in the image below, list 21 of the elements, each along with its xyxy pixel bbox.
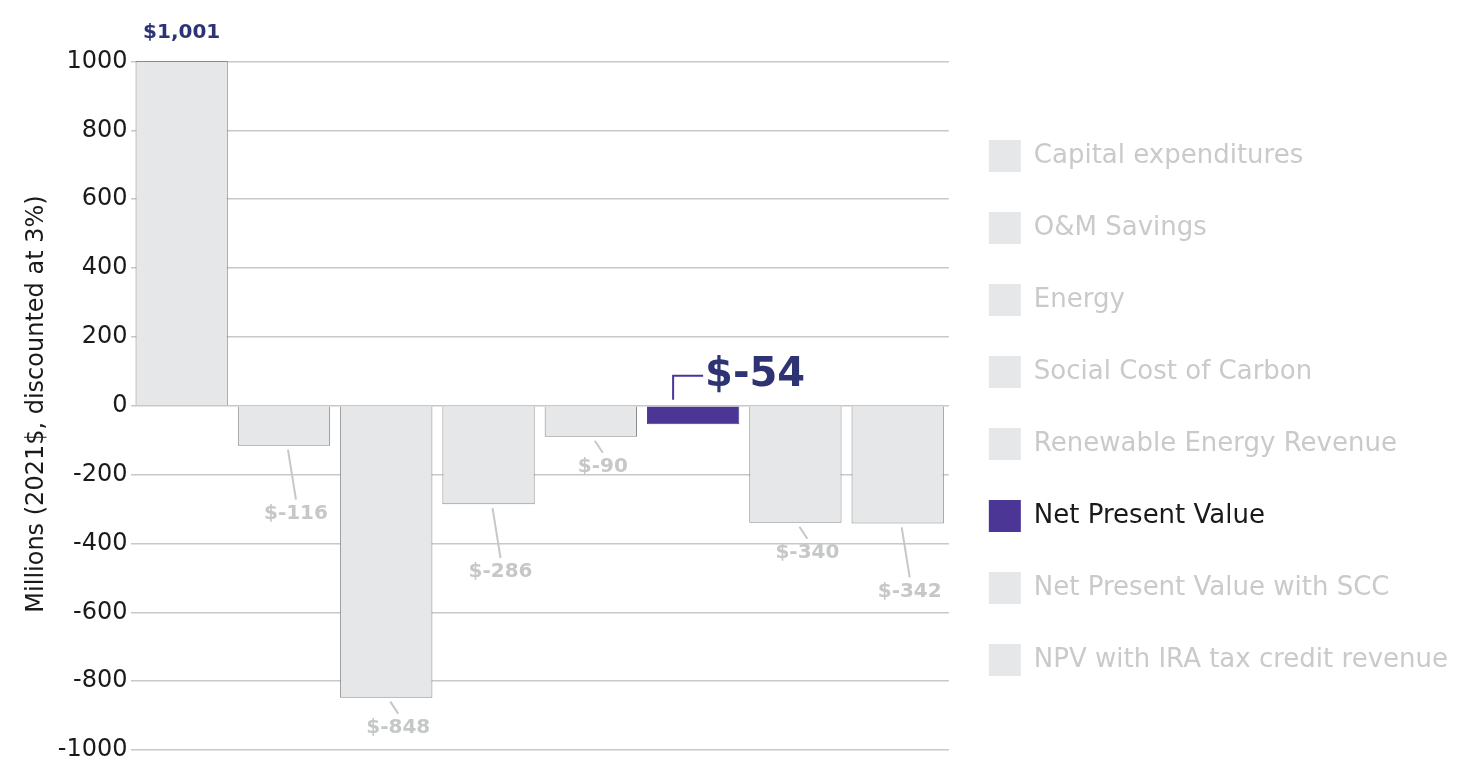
y-tick-label: 200: [81, 321, 128, 350]
data-label: $-848: [366, 713, 431, 738]
y-tick-label: 800: [81, 114, 128, 143]
data-label: $-54: [705, 349, 806, 396]
data-label: $-90: [577, 452, 628, 477]
y-axis-title: Millions (2021$, discounted at 3%): [20, 195, 49, 613]
y-tick-label: 400: [81, 252, 128, 281]
data-label: $-340: [775, 538, 840, 563]
y-tick-label: -600: [73, 596, 128, 625]
data-label: $-286: [468, 558, 533, 583]
y-tick-label: -200: [73, 458, 128, 487]
y-tick-label: -800: [73, 665, 128, 694]
data-label: $-116: [263, 499, 328, 524]
y-tick-label: -400: [73, 527, 128, 556]
data-label: $-342: [877, 577, 942, 602]
y-tick-label: -1000: [57, 734, 128, 763]
y-tick-label: 1000: [66, 45, 128, 74]
data-label: $1,001: [143, 19, 221, 44]
y-tick-label: 600: [81, 183, 128, 212]
y-tick-label: 0: [112, 389, 128, 418]
legend-label: Net Present Value: [1033, 498, 1265, 529]
